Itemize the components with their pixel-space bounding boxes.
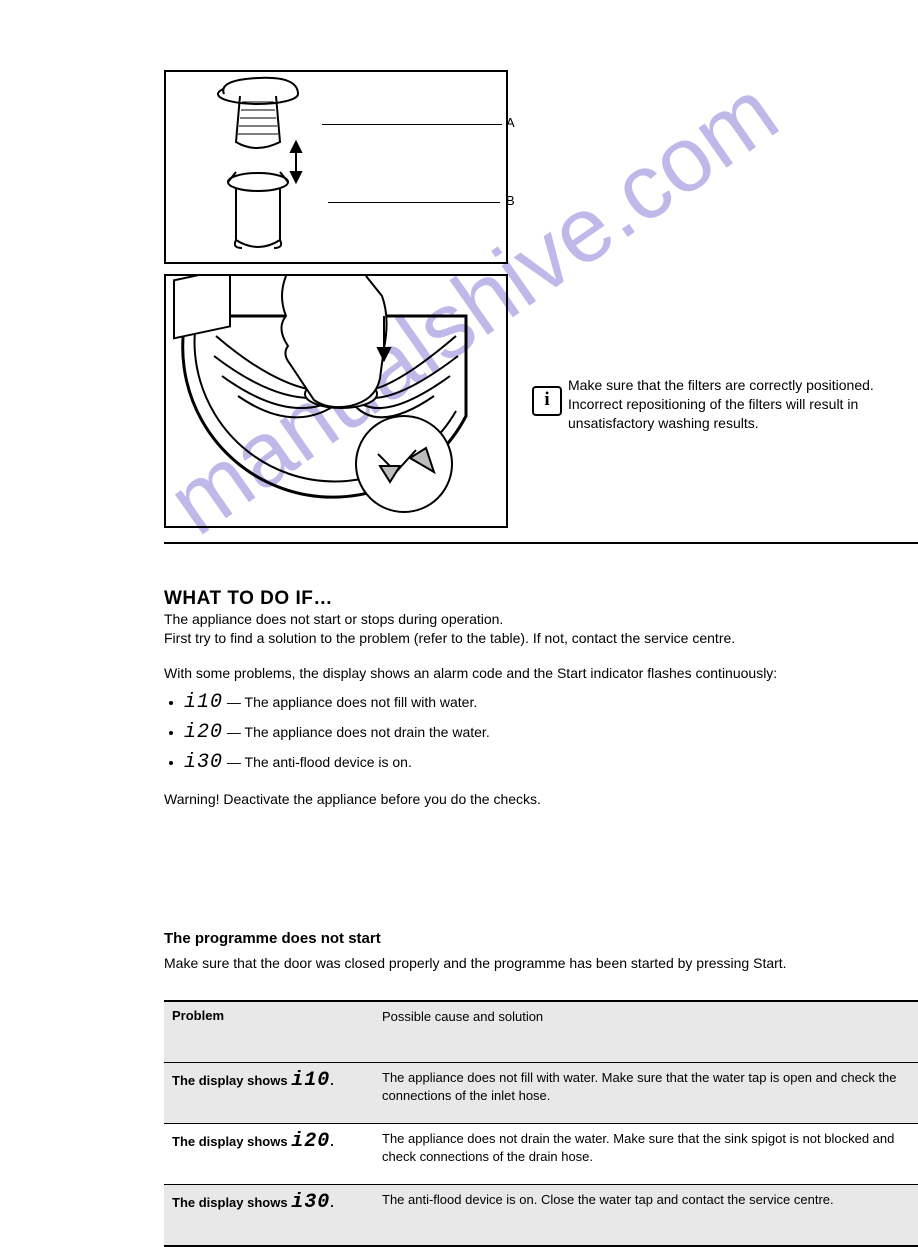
- td-solution: The appliance does not drain the water. …: [382, 1130, 918, 1165]
- callout-label-a: A: [506, 115, 515, 130]
- warning-line: Warning! Deactivate the appliance before…: [164, 790, 918, 809]
- top-region: A B: [164, 70, 918, 528]
- code-i20: i20: [184, 721, 223, 744]
- sub-body: Make sure that the door was closed prope…: [164, 954, 918, 973]
- code-i20: i20: [291, 1130, 330, 1153]
- info-note: Make sure that the filters are correctly…: [568, 376, 918, 433]
- filter-parts-svg: [166, 72, 506, 262]
- content-area: A B: [82, 12, 856, 1176]
- trouble-table: Problem Possible cause and solution The …: [164, 1000, 918, 1247]
- alarm-item: i30 — The anti-flood device is on.: [184, 749, 918, 776]
- alarm-text: — The anti-flood device is on.: [227, 754, 412, 770]
- page: manualshive.com: [0, 0, 918, 1188]
- code-i10: i10: [291, 1069, 330, 1092]
- sub-heading: The programme does not start: [164, 930, 381, 947]
- table-row: The display shows i10. The appliance doe…: [164, 1062, 918, 1123]
- intro-body: First try to find a solution to the prob…: [164, 629, 918, 648]
- td-solution: The anti-flood device is on. Close the w…: [382, 1191, 918, 1209]
- alarm-item: i20 — The appliance does not drain the w…: [184, 719, 918, 746]
- table-row: The display shows i30. The anti-flood de…: [164, 1184, 918, 1245]
- td-problem: The display shows i20.: [172, 1130, 382, 1153]
- leader-line-a: [322, 124, 502, 125]
- table-header: Problem Possible cause and solution: [164, 1002, 918, 1062]
- alarm-list: i10 — The appliance does not fill with w…: [164, 689, 918, 776]
- alarm-lead: With some problems, the display shows an…: [164, 664, 918, 683]
- th-solution: Possible cause and solution: [382, 1008, 918, 1026]
- table-row: The display shows i20. The appliance doe…: [164, 1123, 918, 1184]
- alarm-text: — The appliance does not fill with water…: [227, 694, 477, 710]
- section-divider: [164, 542, 918, 544]
- code-i10: i10: [184, 691, 223, 714]
- section-intro: The appliance does not start or stops du…: [164, 610, 918, 809]
- info-icon: i: [532, 386, 562, 416]
- code-i30: i30: [291, 1191, 330, 1214]
- th-problem: Problem: [172, 1008, 382, 1023]
- callout-label-b: B: [506, 193, 515, 208]
- leader-line-b: [328, 202, 500, 203]
- alarm-item: i10 — The appliance does not fill with w…: [184, 689, 918, 716]
- code-i30: i30: [184, 751, 223, 774]
- alarm-text: — The appliance does not drain the water…: [227, 724, 490, 740]
- figure-filter-parts: [164, 70, 508, 264]
- filter-reinsert-svg: [166, 276, 506, 526]
- section-heading: WHAT TO DO IF…: [164, 588, 333, 610]
- intro-lead: The appliance does not start or stops du…: [164, 610, 918, 629]
- td-solution: The appliance does not fill with water. …: [382, 1069, 918, 1104]
- figure-filter-reinsert: [164, 274, 508, 528]
- td-problem: The display shows i10.: [172, 1069, 382, 1092]
- td-problem: The display shows i30.: [172, 1191, 382, 1214]
